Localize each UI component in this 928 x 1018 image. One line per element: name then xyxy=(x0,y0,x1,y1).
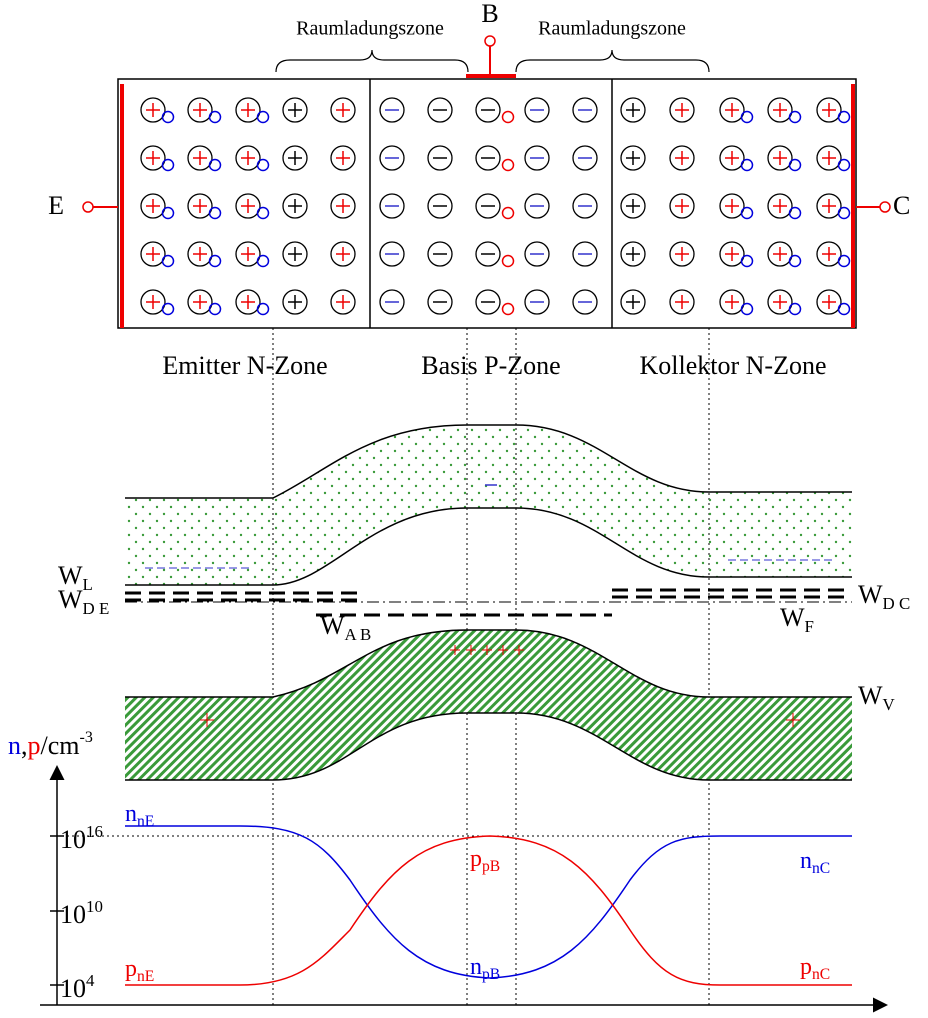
electron xyxy=(258,208,269,219)
label: ppB xyxy=(470,846,500,875)
label-main: W xyxy=(780,603,805,632)
label-sub: A B xyxy=(345,625,372,644)
label-main: W xyxy=(858,681,883,710)
zone-label: Basis P-Zone xyxy=(421,351,560,380)
label-sup: 10 xyxy=(86,897,103,916)
electron xyxy=(790,112,801,123)
label-main: W xyxy=(320,611,345,640)
label: nnC xyxy=(800,848,830,877)
label-sub: D E xyxy=(83,599,110,618)
electron xyxy=(742,256,753,267)
label: WF xyxy=(780,603,814,636)
electron xyxy=(163,208,174,219)
electron xyxy=(790,208,801,219)
label-main: n xyxy=(470,954,482,980)
label-main: p xyxy=(125,956,137,982)
electron xyxy=(210,112,221,123)
label: pnC xyxy=(800,954,830,983)
label: nnE xyxy=(125,801,154,830)
label-sup: 16 xyxy=(86,822,103,841)
hole xyxy=(503,112,514,123)
zone-label: Emitter N-Zone xyxy=(162,351,327,380)
depletion-label: Raumladungszone xyxy=(538,18,686,40)
electron xyxy=(210,208,221,219)
electron xyxy=(839,256,850,267)
label: WV xyxy=(858,681,896,714)
electron xyxy=(839,208,850,219)
charge-grid xyxy=(141,98,850,315)
electron xyxy=(163,304,174,315)
top-labels: Raumladungszone Raumladungszone B E C Em… xyxy=(48,0,910,380)
label-sub: nE xyxy=(137,813,154,830)
label-main: 10 xyxy=(60,974,86,1003)
electron xyxy=(163,160,174,171)
label: pnE xyxy=(125,956,154,985)
axis-label-p: p xyxy=(28,731,41,760)
label-sup: 4 xyxy=(86,971,95,990)
electron xyxy=(258,304,269,315)
label-sub: nC xyxy=(812,966,830,983)
terminal-label: E xyxy=(48,191,64,220)
axis-label-n: n xyxy=(8,731,21,760)
axis-label-unit: /cm xyxy=(41,731,80,760)
label-sub: nE xyxy=(137,968,154,985)
label: WD C xyxy=(858,580,910,613)
hole xyxy=(503,160,514,171)
label-sub: pB xyxy=(482,966,500,983)
label-main: p xyxy=(470,846,482,872)
zone-label: Kollektor N-Zone xyxy=(639,351,826,380)
hole xyxy=(503,256,514,267)
electron xyxy=(742,112,753,123)
electron xyxy=(839,160,850,171)
label-main: n xyxy=(125,801,137,827)
label: npB xyxy=(470,954,500,983)
label: 1010 xyxy=(60,897,103,929)
label-main: p xyxy=(800,954,812,980)
electron xyxy=(258,256,269,267)
label-sub: V xyxy=(883,695,896,714)
electron xyxy=(210,256,221,267)
hole xyxy=(503,208,514,219)
label-main: 10 xyxy=(60,825,86,854)
electron xyxy=(163,112,174,123)
label-main: n xyxy=(800,848,812,874)
electron xyxy=(210,304,221,315)
electron xyxy=(790,160,801,171)
terminal-label: B xyxy=(481,0,498,28)
electron xyxy=(790,304,801,315)
electron xyxy=(258,160,269,171)
label-sub: nC xyxy=(812,860,830,877)
label-sub: pB xyxy=(482,858,500,875)
electron xyxy=(258,112,269,123)
electron xyxy=(210,160,221,171)
electron xyxy=(790,256,801,267)
electron xyxy=(839,304,850,315)
terminal-label: C xyxy=(893,191,910,220)
electron xyxy=(742,160,753,171)
electron xyxy=(742,304,753,315)
axis-label-exp: -3 xyxy=(80,729,93,746)
label-sub: L xyxy=(83,575,93,594)
label-sub: D C xyxy=(883,594,911,613)
electron xyxy=(742,208,753,219)
layout xyxy=(40,36,890,1005)
electron xyxy=(839,112,850,123)
label: 104 xyxy=(60,971,95,1003)
axis-label: n,p/cm-3 xyxy=(8,729,93,760)
label-main: 10 xyxy=(60,900,86,929)
depletion-label: Raumladungszone xyxy=(296,18,444,40)
transistor-diagram: Raumladungszone Raumladungszone B E C Em… xyxy=(0,0,928,1013)
label-sub: F xyxy=(805,617,814,636)
label-main: W xyxy=(58,585,83,614)
label-main: W xyxy=(858,580,883,609)
electron xyxy=(163,256,174,267)
label: 1016 xyxy=(60,822,103,854)
hole xyxy=(503,304,514,315)
